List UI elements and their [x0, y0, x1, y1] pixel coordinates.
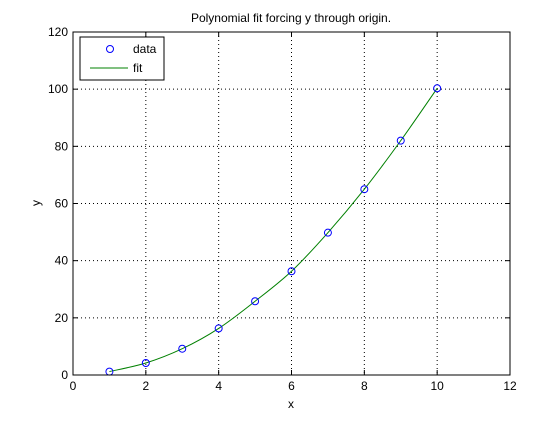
data-point — [396, 136, 405, 145]
data-point — [360, 185, 369, 194]
series-line-fit — [109, 88, 438, 373]
y-tick-label: 20 — [55, 311, 69, 325]
y-tick-label: 0 — [61, 368, 68, 382]
legend: data fit — [79, 36, 165, 81]
plot-area-background — [73, 32, 510, 375]
legend-label-data: data — [133, 42, 157, 56]
chart-title: Polynomial fit forcing y through origin. — [191, 11, 391, 25]
x-tick-label: 8 — [361, 379, 368, 393]
data-point — [251, 297, 260, 306]
y-tick-label: 40 — [55, 254, 69, 268]
series-layer — [105, 84, 442, 376]
y-tick-label: 80 — [55, 139, 69, 153]
data-point — [433, 84, 442, 93]
x-tick-label: 2 — [142, 379, 149, 393]
y-tick-label: 120 — [48, 25, 68, 39]
legend-box — [79, 36, 165, 81]
y-tick-label: 60 — [55, 197, 69, 211]
x-tick-label: 12 — [503, 379, 517, 393]
legend-marker-data — [106, 45, 114, 53]
x-tick-label: 0 — [70, 379, 77, 393]
y-axis-label: y — [29, 200, 43, 206]
data-point — [214, 324, 223, 333]
legend-label-fit: fit — [133, 61, 143, 75]
y-tick-label: 100 — [48, 82, 68, 96]
data-point — [178, 344, 187, 353]
data-point — [323, 228, 332, 237]
data-point — [141, 358, 150, 367]
data-point — [287, 267, 296, 276]
x-tick-label: 6 — [288, 379, 295, 393]
x-tick-label: 10 — [430, 379, 444, 393]
x-tick-label: 4 — [215, 379, 222, 393]
x-axis-label: x — [288, 397, 294, 411]
